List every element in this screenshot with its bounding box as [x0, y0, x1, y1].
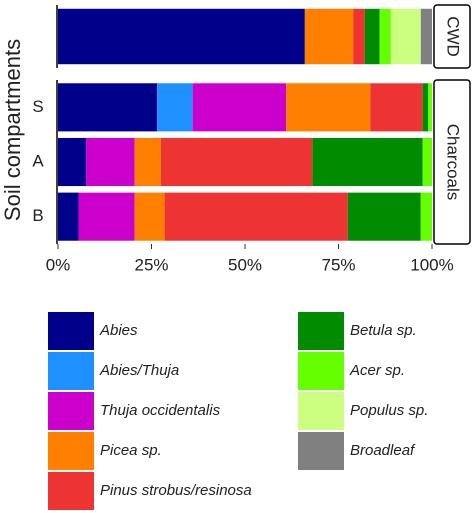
legend-swatch — [48, 312, 94, 350]
bar-segment — [58, 8, 305, 65]
bar-segment — [353, 8, 365, 65]
x-tick-label: 50% — [228, 255, 262, 274]
bar-segment — [304, 8, 354, 65]
x-tick-label: 0% — [46, 255, 71, 274]
x-tick-label: 25% — [134, 255, 168, 274]
bar-segment — [134, 137, 161, 187]
y-tick-label: S — [32, 97, 43, 116]
bar-segment — [134, 192, 165, 241]
bar-segment — [422, 83, 429, 132]
y-axis-label: Soil compartments — [0, 39, 25, 221]
bar-segment — [379, 8, 391, 65]
legend-label: Abies/Thuja — [99, 362, 179, 379]
y-tick-label: B — [32, 206, 43, 225]
legend-swatch — [298, 312, 344, 350]
bar-segment — [160, 137, 313, 187]
bar-segment — [422, 137, 432, 187]
panel-label: Charcoals — [444, 124, 463, 201]
bar-segment — [192, 83, 287, 132]
bar-segment — [370, 83, 423, 132]
legend-label: Pinus strobus/resinosa — [100, 482, 252, 499]
bar-segment — [428, 83, 432, 132]
bar-segment — [164, 192, 348, 241]
bar-segment — [78, 192, 135, 241]
legend-label: Abies — [99, 322, 138, 339]
x-tick-label: 100% — [410, 255, 453, 274]
legend-label: Broadleaf — [350, 442, 416, 459]
legend-swatch — [48, 392, 94, 430]
bar-segment — [58, 192, 79, 241]
y-tick-label: A — [32, 151, 44, 170]
legend-label: Acer sp. — [349, 362, 405, 379]
legend-swatch — [48, 352, 94, 390]
legend-label: Betula sp. — [350, 322, 417, 339]
bar-segment — [58, 137, 87, 187]
legend-label: Populus sp. — [350, 402, 428, 419]
bar-segment — [86, 137, 135, 187]
legend-swatch — [48, 472, 94, 510]
bar-segment — [58, 83, 158, 132]
bar-segment — [157, 83, 193, 132]
panel-strip — [433, 4, 471, 69]
legend-label: Thuja occidentalis — [100, 402, 221, 419]
bar-segment — [364, 8, 380, 65]
panel-strip — [433, 79, 471, 245]
legend-swatch — [298, 352, 344, 390]
bar-segment — [420, 192, 432, 241]
bar-segment — [390, 8, 421, 65]
bar-segment — [347, 192, 421, 241]
bar-segment — [312, 137, 423, 187]
legend-swatch — [298, 392, 344, 430]
panel-label: CWD — [444, 16, 463, 57]
bar-segment — [286, 83, 371, 132]
legend-swatch — [298, 432, 344, 470]
legend-label: Picea sp. — [100, 442, 162, 459]
bar-segment — [420, 8, 432, 65]
legend-swatch — [48, 432, 94, 470]
x-tick-label: 75% — [321, 255, 355, 274]
